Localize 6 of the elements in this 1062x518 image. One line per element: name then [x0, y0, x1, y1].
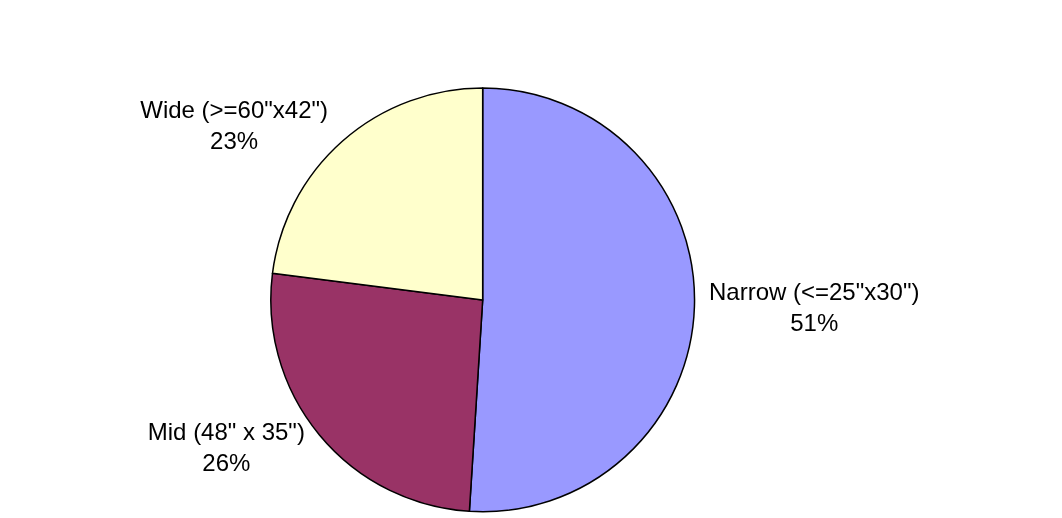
slice-label: Mid (48" x 35"): [147, 417, 305, 445]
data-label: 26%: [202, 448, 251, 476]
slice-label: Wide (>=60"x42"): [140, 95, 329, 123]
data-label: 23%: [210, 126, 259, 154]
slice-label: Narrow (<=25"x30"): [708, 277, 920, 305]
data-label: 51%: [790, 308, 839, 336]
